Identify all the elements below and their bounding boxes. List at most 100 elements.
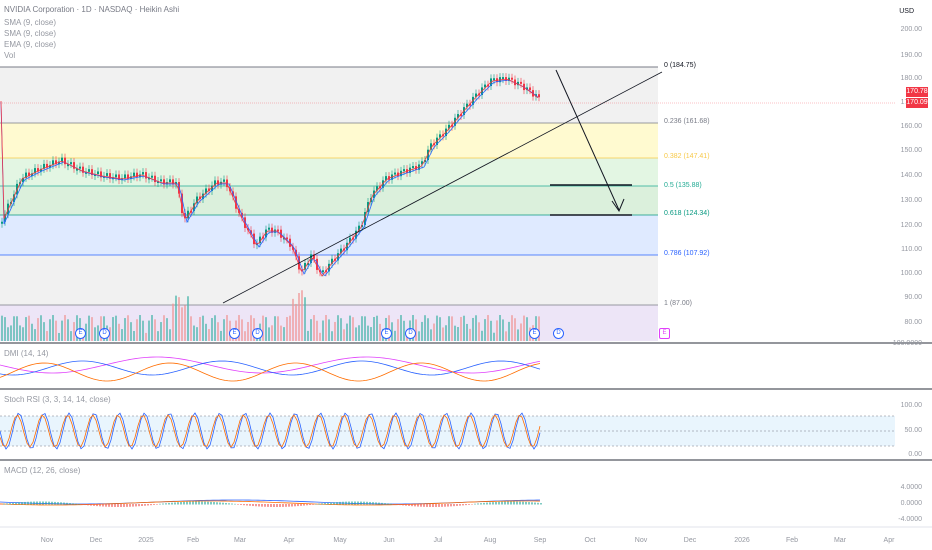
macd-hist-bar — [462, 504, 464, 506]
volume-bar — [511, 315, 513, 341]
volume-bar — [379, 323, 381, 341]
macd-hist-bar — [213, 502, 215, 505]
macd-hist-bar — [441, 504, 443, 507]
macd-hist-bar — [420, 504, 422, 507]
volume-bar — [301, 290, 303, 341]
dividend-badge[interactable]: D — [252, 328, 263, 339]
macd-hist-bar — [309, 504, 311, 506]
price-tick[interactable]: 160.00 — [900, 123, 922, 130]
prev-price-tag[interactable]: 170.09 — [906, 98, 928, 108]
candle-body — [205, 188, 207, 194]
fib-label-786[interactable]: 0.786 (107.92) — [664, 250, 710, 257]
volume-bar — [304, 297, 306, 341]
macd-hist-bar — [405, 504, 407, 506]
fib-label-236[interactable]: 0.236 (161.68) — [664, 118, 710, 125]
earnings-badge[interactable]: E — [229, 328, 240, 339]
price-tick[interactable]: 180.00 — [900, 75, 922, 82]
volume-bar — [64, 315, 66, 341]
macd-hist-bar — [81, 504, 83, 505]
volume-bar — [538, 316, 540, 341]
macd-hist-bar — [294, 504, 296, 507]
last-price-tag[interactable]: 170.78 — [906, 87, 928, 97]
macd-hist-bar — [141, 504, 143, 506]
price-tick[interactable]: 100.00 — [900, 270, 922, 277]
macd-hist-bar — [6, 503, 8, 505]
price-tick[interactable]: 80.00 — [904, 319, 922, 326]
macd-hist-bar — [120, 504, 122, 507]
volume-bar — [241, 319, 243, 341]
volume-bar — [514, 318, 516, 341]
candle-body — [271, 227, 273, 233]
macd-hist-bar — [324, 503, 326, 505]
indicator-vol[interactable]: Vol — [4, 51, 16, 60]
indicator-ema[interactable]: EMA (9, close) — [4, 40, 57, 49]
candle-body — [217, 180, 219, 185]
dividend-badge[interactable]: D — [553, 328, 564, 339]
price-tick[interactable]: 130.00 — [900, 197, 922, 204]
fib-label-1[interactable]: 1 (87.00) — [664, 300, 693, 307]
time-label: Nov — [40, 537, 54, 544]
indicator-sma-1[interactable]: SMA (9, close) — [4, 18, 57, 27]
indicator-sma-2[interactable]: SMA (9, close) — [4, 29, 57, 38]
price-tick[interactable]: 200.00 — [900, 26, 922, 33]
candle-body — [55, 160, 57, 165]
macd-hist-bar — [357, 501, 359, 505]
macd-hist-bar — [177, 502, 179, 505]
macd-hist-bar — [201, 501, 203, 505]
macd-hist-bar — [153, 504, 155, 505]
dmi-title[interactable]: DMI (14, 14) — [4, 349, 49, 358]
earnings-badge[interactable]: E — [659, 328, 670, 339]
earnings-badge[interactable]: E — [75, 328, 86, 339]
volume-bar — [184, 305, 186, 341]
candle-body — [184, 213, 186, 219]
earnings-badge[interactable]: E — [381, 328, 392, 339]
price-tick[interactable]: 90.00 — [904, 294, 922, 301]
candle-body — [244, 217, 246, 228]
volume-bar — [1, 315, 3, 341]
macd-hist-bar — [282, 504, 284, 507]
earnings-badge[interactable]: E — [529, 328, 540, 339]
candle-body — [109, 173, 111, 179]
price-tick[interactable]: 120.00 — [900, 222, 922, 229]
fib-label-382[interactable]: 0.382 (147.41) — [664, 153, 710, 160]
volume-bar — [307, 330, 309, 341]
macd-hist-bar — [477, 503, 479, 505]
dividend-badge[interactable]: D — [405, 328, 416, 339]
macd-hist-bar — [21, 502, 23, 505]
currency-label[interactable]: USD — [899, 8, 914, 15]
macd-hist-bar — [330, 502, 332, 505]
fib-label-618[interactable]: 0.618 (124.34) — [664, 210, 710, 217]
candle-body — [91, 169, 93, 176]
time-label: Feb — [785, 537, 799, 544]
fib-label-5[interactable]: 0.5 (135.88) — [664, 182, 702, 189]
fib-band-2 — [0, 158, 658, 186]
price-tick[interactable]: 150.00 — [900, 147, 922, 154]
macd-hist-bar — [471, 504, 473, 505]
fib-label-0[interactable]: 0 (184.75) — [664, 62, 696, 69]
dmi-plus — [0, 360, 541, 376]
dividend-badge[interactable]: D — [99, 328, 110, 339]
volume-bar — [322, 320, 324, 341]
macd-hist-bar — [504, 501, 506, 505]
time-label: Mar — [833, 537, 847, 544]
candle-body — [121, 178, 123, 181]
macd-hist-bar — [321, 503, 323, 505]
price-tick[interactable]: 110.00 — [901, 246, 922, 253]
price-tick[interactable]: 190.00 — [900, 52, 922, 59]
candle-body — [139, 174, 141, 178]
ema-line — [0, 78, 539, 277]
volume-bar — [337, 315, 339, 341]
candle-body — [49, 165, 51, 168]
fib-band-1 — [0, 123, 658, 158]
volume-bar — [22, 327, 24, 341]
candle-body — [145, 172, 147, 179]
stoch-title[interactable]: Stoch RSI (3, 3, 14, 14, close) — [4, 395, 111, 404]
volume-bar — [292, 298, 294, 341]
price-tick[interactable]: 140.00 — [900, 172, 922, 179]
chart-title[interactable]: NVIDIA Corporation · 1D · NASDAQ · Heiki… — [4, 5, 180, 14]
candle-body — [187, 210, 189, 219]
macd-hist-bar — [345, 501, 347, 505]
volume-bar — [313, 315, 315, 341]
macd-title[interactable]: MACD (12, 26, close) — [4, 466, 81, 475]
